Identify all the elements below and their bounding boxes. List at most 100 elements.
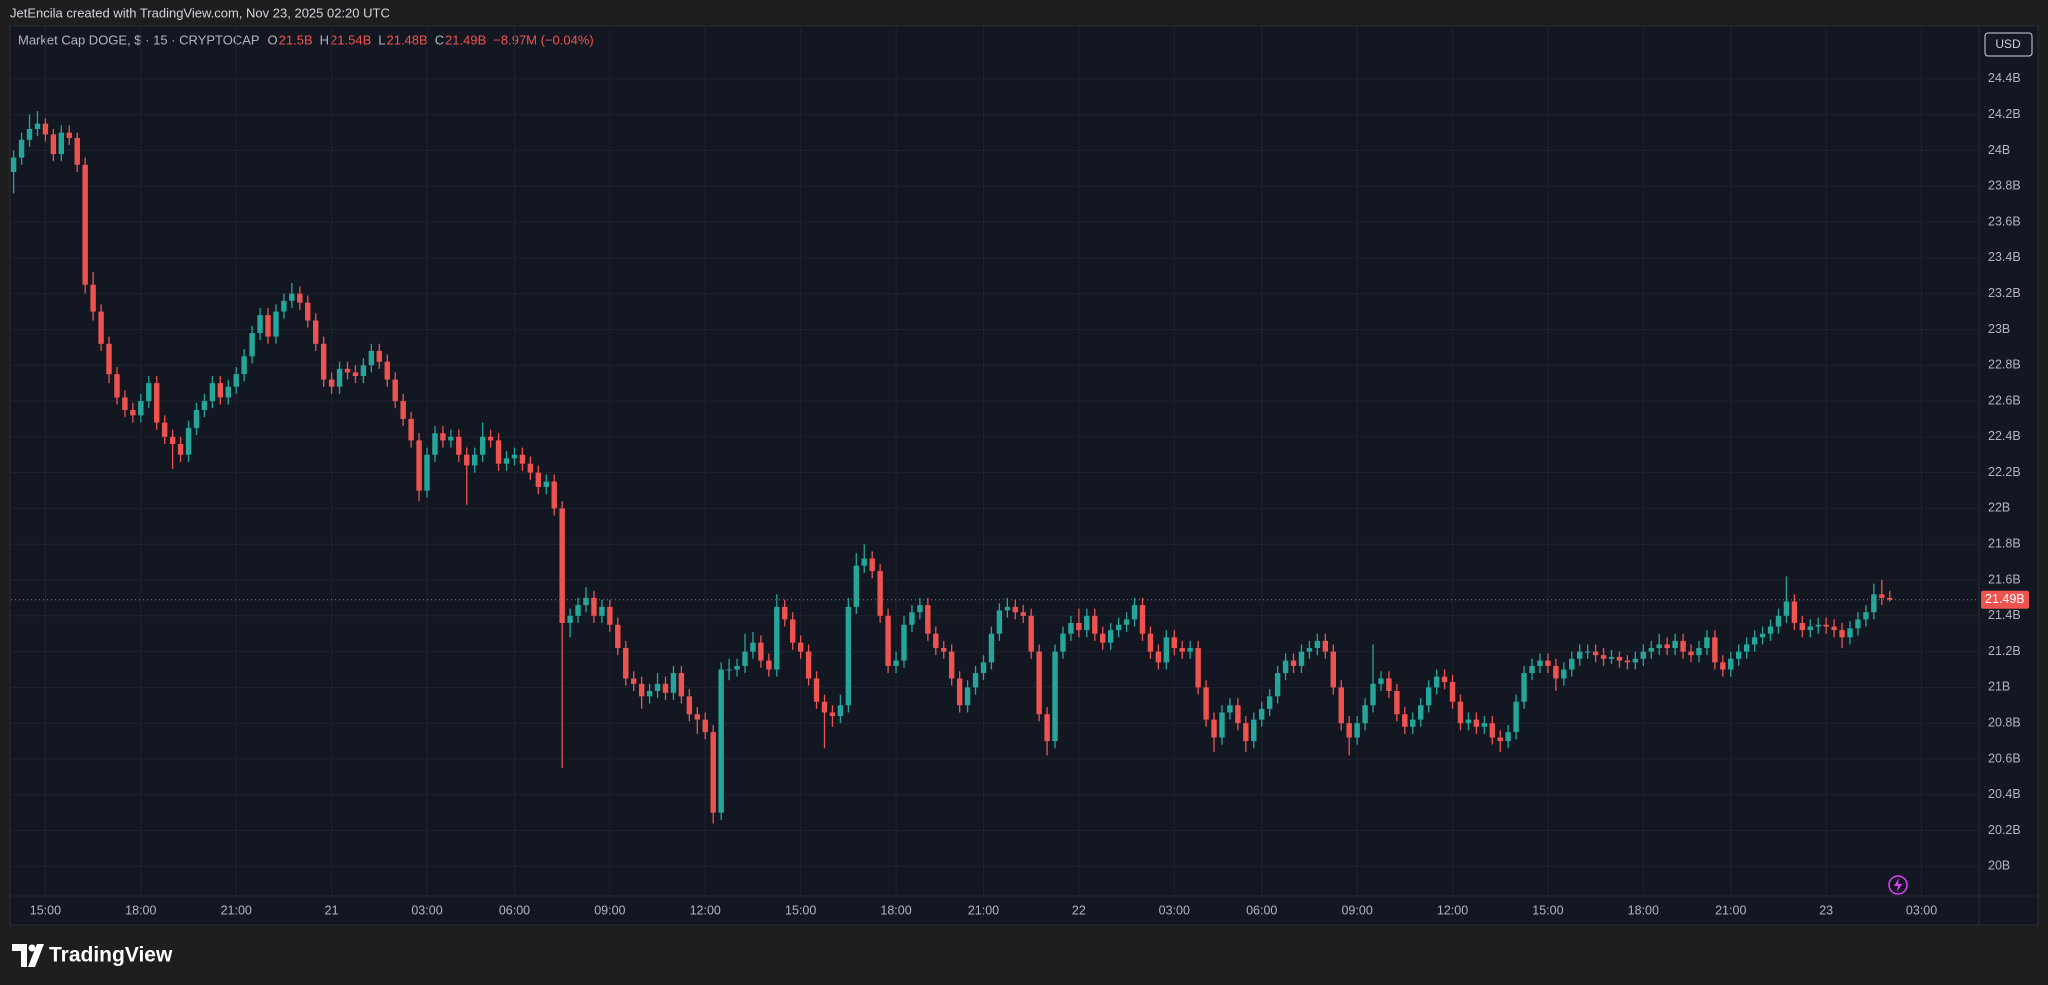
candle-body — [1298, 651, 1305, 666]
y-tick-label: 24.2B — [1988, 107, 2021, 121]
candle-body — [1449, 682, 1456, 702]
candle-body — [678, 673, 685, 697]
candle-body — [320, 343, 327, 380]
candle-body — [1561, 669, 1567, 679]
candle-body — [1100, 633, 1106, 643]
candle-body — [559, 508, 565, 623]
candle-body — [1123, 619, 1130, 625]
candle-body — [1656, 644, 1662, 649]
candle-body — [1616, 656, 1623, 661]
candle-body — [686, 696, 693, 715]
candle-body — [1330, 651, 1336, 688]
candle-body — [1600, 655, 1607, 659]
candle-body — [1847, 628, 1853, 638]
legend-value: 21.54B — [330, 32, 371, 47]
candle-body — [941, 648, 947, 652]
currency-box[interactable] — [1984, 32, 2033, 57]
candle-body — [956, 678, 963, 706]
candle-body — [1465, 719, 1472, 724]
y-tick-label: 22.6B — [1988, 393, 2021, 407]
x-tick-label: 18:00 — [125, 903, 156, 917]
candle-body — [1004, 606, 1011, 611]
y-tick-label: 22.4B — [1988, 429, 2021, 443]
candle-body — [487, 436, 494, 441]
candle-body — [615, 624, 621, 649]
candle-body — [1513, 701, 1519, 733]
candle-body — [1418, 705, 1424, 720]
candle-body — [1696, 648, 1702, 656]
candle-body — [885, 615, 891, 666]
currency[interactable]: USD — [1995, 37, 2021, 51]
candle-body — [750, 642, 756, 652]
candle-body — [1783, 601, 1790, 616]
candle-body — [472, 454, 478, 466]
candle-body — [1370, 683, 1376, 706]
candle-body — [18, 139, 25, 158]
candle-body — [599, 606, 605, 616]
candle-body — [1131, 605, 1138, 620]
candle-body — [718, 669, 724, 813]
candle-body — [535, 472, 542, 487]
candle-body — [1028, 615, 1034, 652]
y-tick-label: 20.6B — [1988, 751, 2021, 765]
candle-body — [114, 374, 120, 398]
brand-logo — [12, 944, 44, 967]
candle-body — [440, 433, 446, 441]
candle-body — [996, 610, 1003, 634]
alert-bolt — [1894, 878, 1902, 892]
candle-body — [654, 683, 661, 691]
candle-body — [551, 481, 557, 509]
legend-key: C — [435, 32, 444, 47]
candle-body — [368, 350, 375, 366]
candle-body — [1529, 665, 1535, 674]
candle-body — [734, 665, 740, 670]
candle-body — [169, 436, 176, 444]
candle-body — [1672, 640, 1678, 649]
candle-body — [66, 132, 72, 138]
candle-body — [1863, 612, 1869, 620]
candle-body — [495, 440, 502, 464]
candle-body — [1092, 615, 1098, 634]
candle-body — [392, 379, 398, 402]
x-tick-label: 18:00 — [1628, 903, 1659, 917]
y-tick-label: 20B — [1988, 859, 2010, 873]
candle-body — [257, 315, 263, 334]
candle-body — [1036, 651, 1042, 715]
candle-body — [670, 673, 677, 693]
candle-body — [1799, 622, 1806, 631]
candle-body — [1680, 640, 1686, 652]
x-tick-label: 21 — [325, 903, 339, 917]
candle-body — [456, 436, 462, 455]
candle-body — [1147, 633, 1154, 652]
candle-body — [1759, 633, 1766, 638]
candle-body — [34, 123, 41, 130]
x-tick-label: 06:00 — [499, 903, 530, 917]
candle-body — [1068, 622, 1074, 634]
y-tick-label: 23.8B — [1988, 179, 2021, 193]
candle-body — [631, 678, 637, 684]
candle-body — [861, 558, 867, 566]
candle-body — [925, 605, 931, 634]
candle-body — [1855, 619, 1861, 629]
candle-body — [1441, 676, 1448, 683]
candle-body — [1211, 719, 1217, 738]
candle-body — [1879, 594, 1885, 598]
candle-body — [893, 660, 899, 666]
candle-body — [1584, 651, 1591, 653]
candle-body — [384, 361, 390, 380]
candle-body — [1577, 651, 1583, 659]
candle-body — [448, 436, 454, 441]
candle-body — [1115, 624, 1122, 631]
legend-value: 21.48B — [386, 32, 427, 47]
candle-body — [933, 633, 939, 649]
candle-body — [1481, 723, 1488, 727]
candle-body — [1354, 723, 1360, 738]
candle-body — [193, 409, 200, 428]
alert-icon[interactable] — [1888, 875, 1908, 895]
candle-body — [1155, 651, 1162, 663]
candle-body — [813, 678, 820, 702]
logo-part — [28, 944, 44, 967]
candle-body — [328, 379, 335, 387]
x-tick-label: 09:00 — [594, 903, 625, 917]
candle-body — [225, 386, 231, 398]
